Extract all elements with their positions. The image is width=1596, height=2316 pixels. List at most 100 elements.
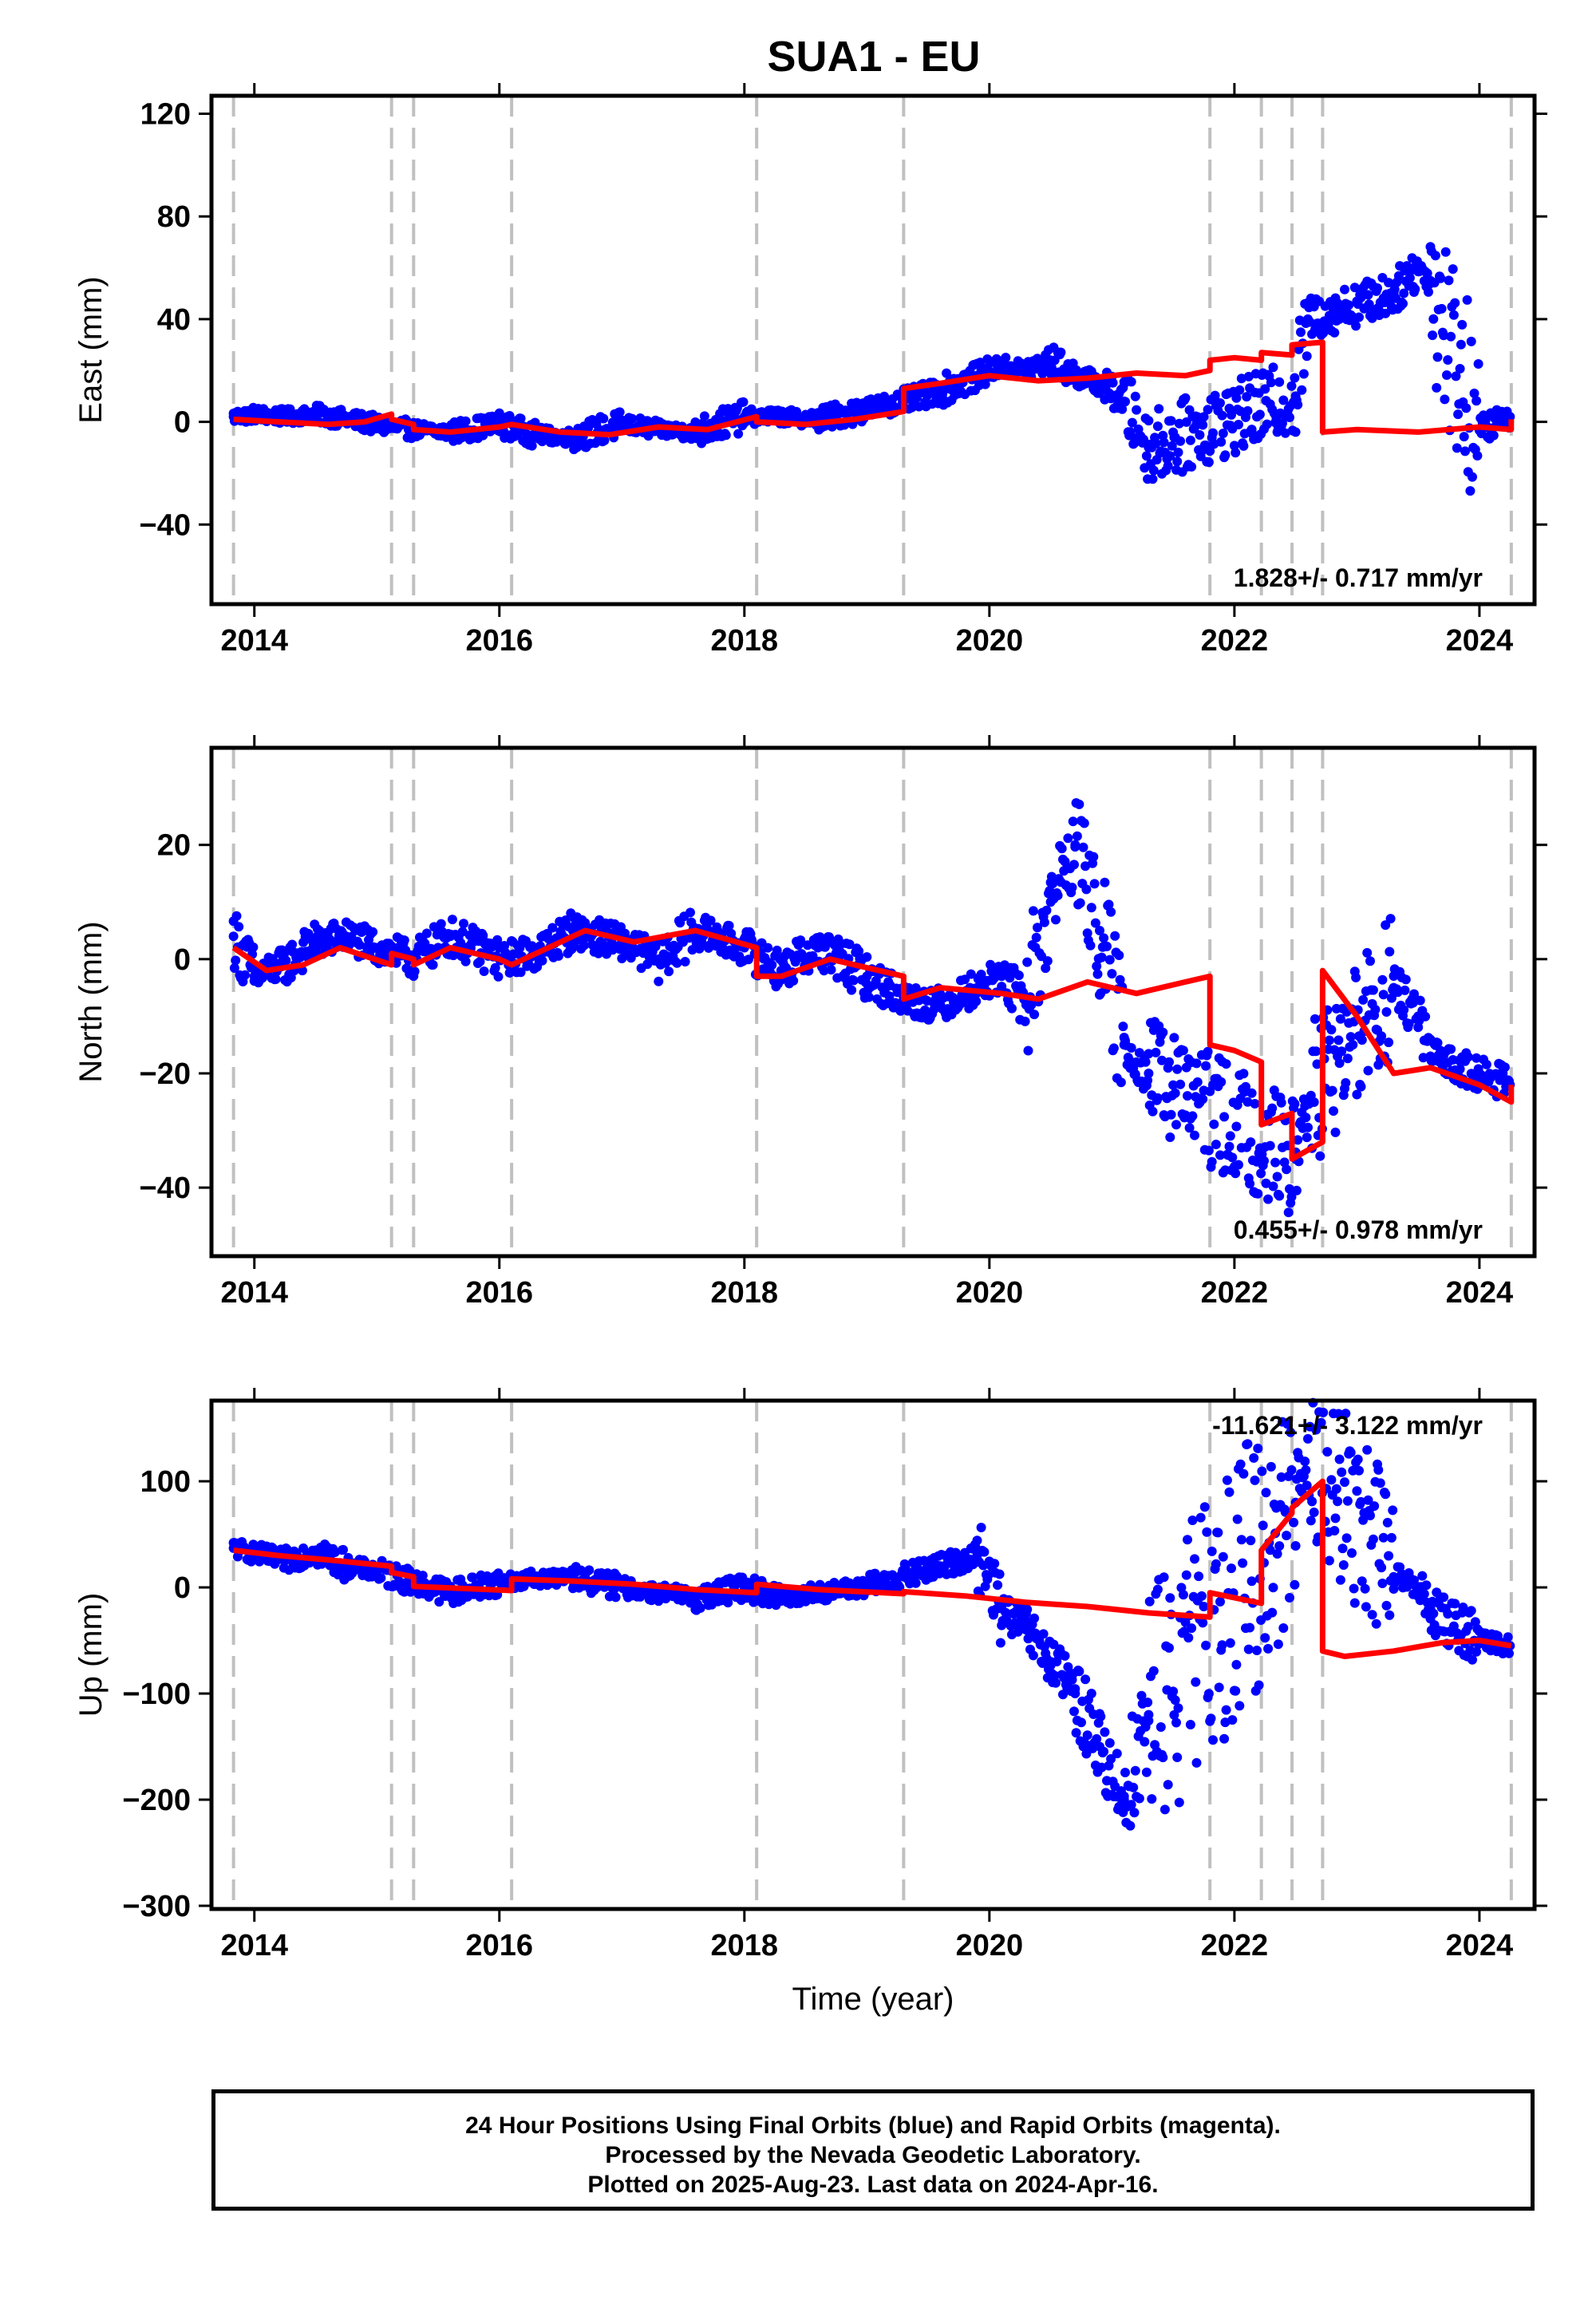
- data-point: [330, 1547, 340, 1557]
- data-point: [993, 1580, 1003, 1591]
- data-point: [972, 1551, 982, 1561]
- data-point: [772, 945, 782, 955]
- data-point: [1290, 1579, 1300, 1590]
- data-point: [1085, 940, 1096, 951]
- data-point: [997, 971, 1007, 982]
- data-point: [1463, 1622, 1473, 1632]
- data-point: [1125, 1820, 1136, 1831]
- data-point: [280, 412, 290, 422]
- data-point: [475, 956, 485, 966]
- data-point: [854, 946, 864, 956]
- data-point: [1378, 990, 1389, 1000]
- data-point: [310, 1545, 321, 1555]
- data-point: [527, 941, 537, 951]
- data-point: [1274, 1191, 1285, 1201]
- data-point: [1144, 416, 1154, 426]
- data-point: [1488, 430, 1499, 441]
- data-point: [1375, 1478, 1385, 1488]
- data-point: [1199, 1602, 1209, 1611]
- data-point: [690, 417, 701, 427]
- y-tick-label: −20: [140, 1057, 191, 1091]
- data-point: [1400, 974, 1411, 985]
- data-point: [428, 960, 438, 970]
- data-point: [796, 935, 806, 946]
- data-point: [1301, 1113, 1311, 1123]
- data-point: [1128, 1782, 1139, 1792]
- data-point: [1144, 1068, 1154, 1078]
- data-point: [1425, 1603, 1436, 1614]
- data-point: [1351, 321, 1361, 331]
- data-point: [1192, 1077, 1203, 1087]
- data-point: [1174, 1797, 1184, 1808]
- data-point: [1282, 1164, 1292, 1175]
- data-point: [1235, 1701, 1245, 1711]
- data-point: [1166, 1109, 1176, 1120]
- data-point: [1261, 1488, 1271, 1498]
- data-point: [1029, 1010, 1040, 1020]
- data-point: [1266, 377, 1276, 388]
- data-point: [1104, 1738, 1115, 1748]
- x-tick-label: 2014: [220, 624, 288, 658]
- data-point: [617, 419, 627, 429]
- data-point: [1354, 312, 1364, 322]
- data-point: [421, 928, 432, 939]
- data-point: [994, 1569, 1005, 1579]
- data-point: [1259, 1156, 1269, 1166]
- data-point: [1257, 1466, 1267, 1476]
- data-point: [1053, 891, 1063, 900]
- data-point: [1242, 405, 1253, 416]
- data-point: [1249, 1452, 1259, 1463]
- data-point: [487, 942, 497, 952]
- data-point: [1191, 1757, 1202, 1768]
- data-point: [1272, 1549, 1282, 1559]
- data-point: [310, 409, 321, 419]
- data-point: [884, 991, 895, 1002]
- data-point: [1472, 1053, 1482, 1063]
- data-point: [733, 429, 744, 439]
- data-point: [1252, 1646, 1262, 1655]
- data-point: [1301, 1465, 1311, 1475]
- data-point: [1300, 1456, 1310, 1467]
- data-point: [997, 1603, 1007, 1614]
- data-point: [863, 992, 874, 1002]
- data-point: [1164, 1642, 1174, 1653]
- data-point: [1238, 1558, 1248, 1568]
- data-point: [1385, 947, 1395, 957]
- data-point: [1126, 1043, 1136, 1053]
- model-line: [233, 1478, 1512, 1659]
- data-point: [1291, 1185, 1302, 1196]
- data-point: [1430, 251, 1440, 261]
- data-point: [1432, 352, 1443, 362]
- data-point: [1410, 284, 1420, 294]
- data-point: [1370, 1005, 1381, 1014]
- y-tick-label: 80: [157, 200, 191, 234]
- data-point: [1215, 1597, 1225, 1607]
- data-point: [1302, 1132, 1312, 1143]
- data-point: [1060, 1650, 1070, 1661]
- data-point: [1074, 1666, 1084, 1677]
- data-point: [1453, 409, 1464, 420]
- data-point: [1069, 1706, 1079, 1717]
- data-point: [1171, 1120, 1181, 1130]
- data-point: [436, 919, 446, 929]
- data-point: [1196, 1591, 1207, 1601]
- data-point: [1274, 1541, 1285, 1551]
- data-point: [1183, 1091, 1192, 1101]
- data-point: [1381, 308, 1391, 318]
- data-point: [654, 954, 664, 964]
- data-point: [303, 928, 314, 939]
- data-point: [1021, 1000, 1031, 1010]
- data-point: [614, 407, 625, 417]
- data-point: [1329, 1526, 1340, 1535]
- data-point: [862, 952, 872, 962]
- data-point: [1440, 394, 1450, 405]
- data-point: [1448, 310, 1459, 320]
- data-point: [819, 966, 829, 976]
- data-point: [695, 1603, 705, 1613]
- data-point: [1130, 391, 1140, 401]
- data-point: [1022, 957, 1033, 967]
- data-point: [1119, 1040, 1129, 1050]
- data-point: [409, 966, 420, 977]
- data-point: [1367, 1610, 1377, 1620]
- data-point: [1218, 1551, 1228, 1562]
